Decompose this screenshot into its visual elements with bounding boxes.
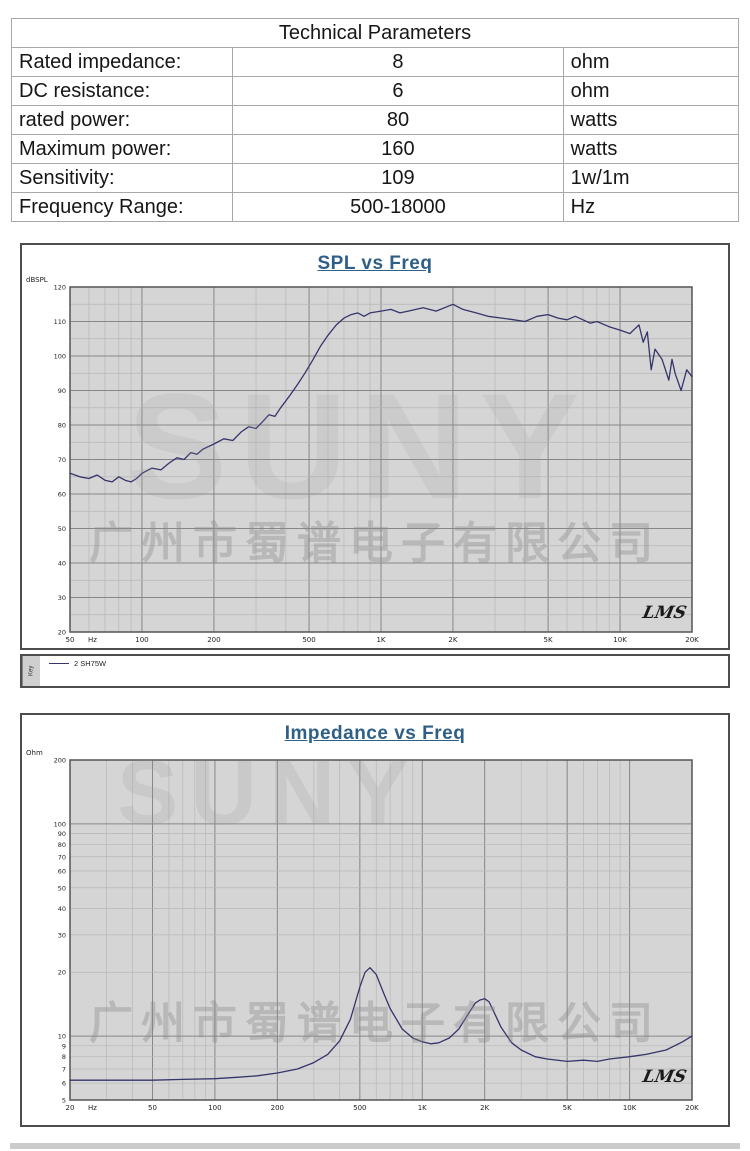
impedance-curve (69, 967, 693, 1081)
svg-text:20K: 20K (685, 1104, 699, 1112)
svg-text:40: 40 (58, 905, 66, 913)
param-unit: 1w/1m (562, 163, 740, 193)
table-row: DC resistance: 6 ohm (10, 76, 740, 106)
svg-text:70: 70 (58, 853, 66, 861)
svg-text:40: 40 (58, 560, 66, 568)
spl-curve (69, 303, 693, 483)
svg-text:7: 7 (62, 1065, 66, 1073)
impedance-chart: 20 50 100 200 500 1K 2K 5K 10K 20K Hz 200 100 90 80 70 6… (20, 713, 730, 1127)
param-value: 160 (232, 134, 564, 164)
svg-text:500: 500 (302, 636, 315, 644)
param-unit: Hz (562, 192, 740, 222)
svg-text:1K: 1K (418, 1104, 427, 1112)
param-unit: ohm (562, 76, 740, 106)
param-value: 80 (232, 105, 564, 135)
svg-text:20: 20 (58, 969, 66, 977)
lms-logo: LMS (640, 1067, 689, 1087)
svg-text:5K: 5K (544, 636, 553, 644)
svg-text:8: 8 (62, 1053, 66, 1061)
legend-entry-label: 2 SH75W (74, 659, 107, 668)
svg-text:100: 100 (54, 820, 66, 828)
svg-text:50: 50 (58, 884, 66, 892)
svg-text:5K: 5K (563, 1104, 572, 1112)
legend-key-tab: Key (22, 656, 40, 686)
svg-text:50: 50 (58, 525, 66, 533)
svg-text:110: 110 (54, 318, 66, 326)
param-label: Maximum power: (10, 134, 234, 164)
svg-text:120: 120 (54, 284, 66, 292)
svg-text:6: 6 (62, 1080, 66, 1088)
table-title-row: Technical Parameters (11, 18, 739, 48)
svg-text:20: 20 (66, 1104, 75, 1112)
legend-key-label: Key (28, 665, 35, 677)
svg-text:50: 50 (148, 1104, 157, 1112)
svg-text:100: 100 (54, 353, 66, 361)
spl-plot: 50 100 200 500 1K 2K 5K 10K 20K Hz 120 110 100 90 80 70… (26, 276, 699, 644)
impedance-chart-title: Impedance vs Freq (284, 723, 466, 744)
svg-text:20K: 20K (685, 636, 699, 644)
param-label: Rated impedance: (10, 47, 234, 77)
param-value: 109 (232, 163, 564, 193)
svg-text:10K: 10K (623, 1104, 637, 1112)
svg-text:10K: 10K (613, 636, 627, 644)
param-value: 8 (232, 47, 564, 77)
svg-text:100: 100 (208, 1104, 221, 1112)
table-title: Technical Parameters (11, 18, 739, 48)
svg-text:100: 100 (135, 636, 148, 644)
impedance-plot: 20 50 100 200 500 1K 2K 5K 10K 20K Hz 200 100 90 80 70 6… (26, 749, 699, 1112)
param-label: Sensitivity: (10, 163, 234, 193)
svg-text:1K: 1K (376, 636, 385, 644)
svg-text:90: 90 (58, 387, 66, 395)
svg-text:dBSPL: dBSPL (26, 276, 48, 284)
svg-text:Hz: Hz (88, 1104, 97, 1112)
param-label: Frequency Range: (10, 192, 234, 222)
svg-text:60: 60 (58, 491, 66, 499)
svg-text:9: 9 (62, 1042, 66, 1050)
param-unit: watts (562, 134, 740, 164)
svg-text:30: 30 (58, 931, 66, 939)
table-row: Sensitivity: 109 1w/1m (10, 163, 740, 193)
svg-text:20: 20 (58, 629, 66, 637)
svg-text:50: 50 (66, 636, 75, 644)
svg-text:30: 30 (58, 594, 66, 602)
svg-text:70: 70 (58, 456, 66, 464)
table-row: Rated impedance: 8 ohm (10, 47, 740, 77)
param-value: 6 (232, 76, 564, 106)
svg-text:80: 80 (58, 841, 66, 849)
spl-chart: 50 100 200 500 1K 2K 5K 10K 20K Hz 120 110 100 90 80 70… (20, 243, 730, 650)
param-value: 500-18000 (232, 192, 564, 222)
svg-text:Ohm: Ohm (26, 749, 43, 757)
param-label: rated power: (10, 105, 234, 135)
technical-parameters-table: Technical Parameters Rated impedance: 8 … (10, 18, 740, 222)
table-row: Maximum power: 160 watts (10, 134, 740, 164)
svg-text:10: 10 (58, 1033, 66, 1041)
svg-text:80: 80 (58, 422, 66, 430)
svg-text:200: 200 (271, 1104, 284, 1112)
param-unit: ohm (562, 47, 740, 77)
svg-text:2K: 2K (448, 636, 457, 644)
legend-line-sample (49, 663, 69, 664)
param-unit: watts (562, 105, 740, 135)
svg-text:200: 200 (207, 636, 220, 644)
lms-logo: LMS (640, 603, 689, 623)
param-label: DC resistance: (10, 76, 234, 106)
spl-chart-title: SPL vs Freq (317, 253, 433, 274)
svg-text:200: 200 (54, 757, 66, 765)
svg-text:Hz: Hz (88, 636, 97, 644)
svg-text:90: 90 (58, 830, 66, 838)
table-row: Frequency Range: 500-18000 Hz (10, 192, 740, 222)
spl-legend-entry: 2 SH75W (40, 656, 728, 686)
spl-legend-bar: Key 2 SH75W (20, 654, 730, 688)
table-row: rated power: 80 watts (10, 105, 740, 135)
svg-text:60: 60 (58, 867, 66, 875)
svg-text:500: 500 (353, 1104, 366, 1112)
bottom-divider (10, 1143, 740, 1149)
svg-text:2K: 2K (480, 1104, 489, 1112)
svg-text:5: 5 (62, 1097, 66, 1105)
